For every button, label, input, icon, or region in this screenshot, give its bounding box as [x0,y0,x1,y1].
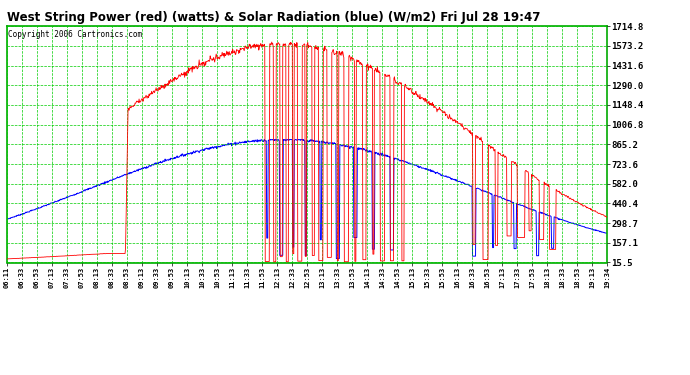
Text: Copyright 2006 Cartronics.com: Copyright 2006 Cartronics.com [8,30,142,39]
Text: West String Power (red) (watts) & Solar Radiation (blue) (W/m2) Fri Jul 28 19:47: West String Power (red) (watts) & Solar … [7,11,540,24]
